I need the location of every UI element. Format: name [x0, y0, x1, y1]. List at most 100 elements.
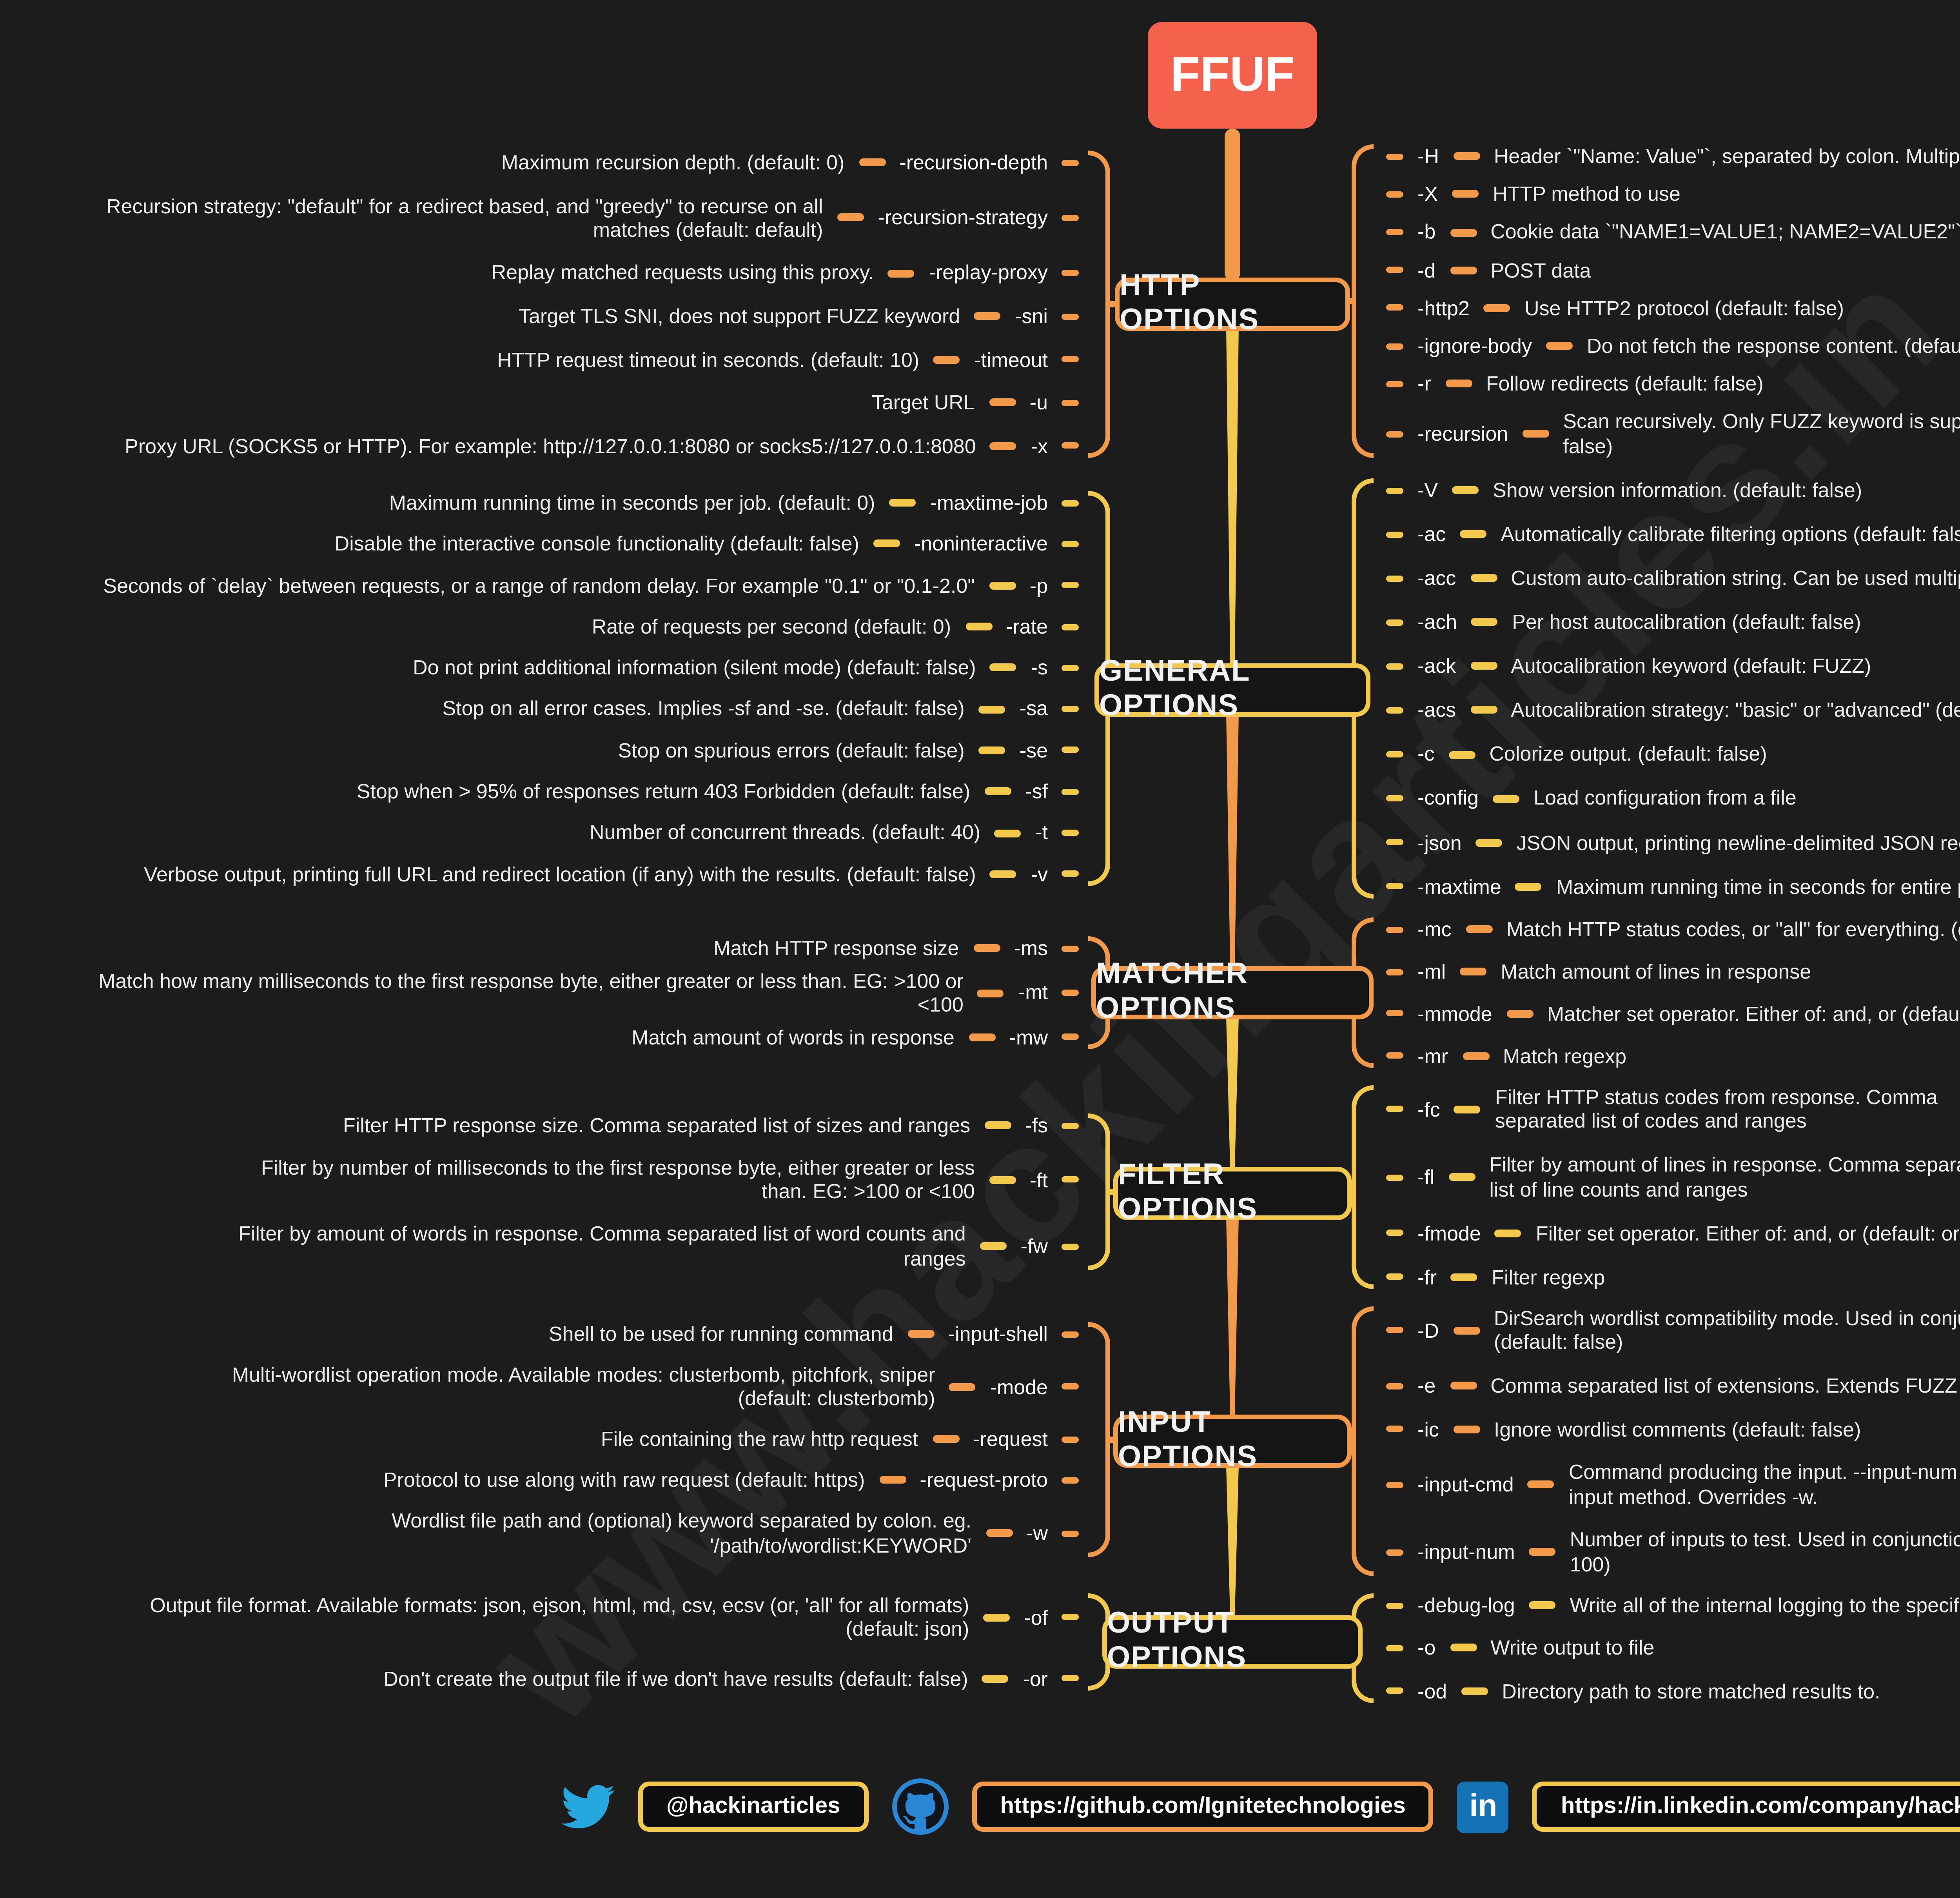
- connector-dash: [985, 1529, 1013, 1537]
- option-flag: -ic: [1417, 1417, 1439, 1441]
- connector-dash: [1460, 968, 1487, 976]
- connector-dash: [1506, 1010, 1533, 1018]
- option-row-replay-proxy: Replay matched requests using this proxy…: [492, 261, 1079, 285]
- connector-dash: [990, 870, 1017, 878]
- option-flag: -input-num: [1417, 1540, 1515, 1564]
- bracket-elbow: [1062, 582, 1079, 588]
- option-description: Autocalibration keyword (default: FUZZ): [1511, 654, 1871, 678]
- bracket-elbow: [1062, 1243, 1079, 1250]
- bracket-elbow: [1062, 1614, 1079, 1621]
- bracket-elbow: [1386, 1230, 1403, 1237]
- option-row-maxtime: -maxtime Maximum running time in seconds …: [1386, 874, 1960, 898]
- option-flag: -ml: [1417, 959, 1446, 983]
- bracket-elbow: [1062, 1477, 1079, 1484]
- option-row-w: Wordlist file path and (optional) keywor…: [234, 1509, 1079, 1557]
- option-description: Autocalibration strategy: "basic" or "ad…: [1511, 698, 1960, 722]
- option-flag: -w: [1026, 1521, 1048, 1545]
- linkedin-url-box[interactable]: https://in.linkedin.com/company/hackinga…: [1532, 1782, 1960, 1832]
- option-flag: -sni: [1015, 304, 1048, 328]
- option-description: Filter HTTP response size. Comma separat…: [343, 1113, 971, 1137]
- option-row-acc: -acc Custom auto-calibration string. Can …: [1386, 567, 1960, 590]
- bracket-elbow: [1062, 990, 1079, 996]
- option-row-recursion-strategy: Recursion strategy: "default" for a redi…: [76, 194, 1079, 242]
- linkedin-icon[interactable]: in: [1457, 1781, 1509, 1833]
- connector-dash: [1470, 662, 1497, 670]
- option-flag: -ignore-body: [1417, 334, 1532, 358]
- twitter-handle-box[interactable]: @hackinarticles: [638, 1782, 869, 1832]
- option-flag: -recursion-depth: [899, 151, 1048, 174]
- option-flag: -request: [973, 1428, 1048, 1451]
- connector-dash: [1450, 228, 1477, 236]
- bracket-elbow: [1062, 1122, 1079, 1129]
- option-row-ack: -ack Autocalibration keyword (default: FU…: [1386, 654, 1871, 678]
- section-box-input: INPUT OPTIONS: [1113, 1407, 1352, 1474]
- connector-dash: [989, 1176, 1016, 1184]
- option-row-or: Don't create the output file if we don't…: [383, 1667, 1079, 1691]
- connector-dash: [990, 664, 1017, 672]
- option-list-left-general: Maximum running time in seconds per job.…: [76, 491, 1079, 886]
- bracket-elbow: [1062, 871, 1079, 877]
- connector-dash: [1453, 1326, 1480, 1335]
- connector-dash: [1453, 1425, 1480, 1433]
- github-url-box[interactable]: https://github.com/Ignitetechnologies: [972, 1782, 1434, 1832]
- option-row-rate: Rate of requests per second (default: 0)…: [592, 615, 1079, 639]
- connector-dash: [978, 705, 1005, 713]
- connector-dash: [980, 1242, 1007, 1250]
- option-flag: -od: [1417, 1679, 1447, 1703]
- section-box-filter: FILTER OPTIONS: [1113, 1159, 1352, 1226]
- bracket-elbow: [1386, 531, 1403, 538]
- option-row-e: -e Comma separated list of extensions. Ex…: [1386, 1374, 1960, 1398]
- bracket-elbow: [1386, 663, 1403, 670]
- bracket-elbow: [1062, 1177, 1079, 1183]
- section-box-output: OUTPUT OPTIONS: [1102, 1607, 1363, 1675]
- option-row-d: -d POST data: [1386, 258, 1591, 282]
- option-row-fl: -fl Filter by amount of lines in response…: [1386, 1153, 1960, 1201]
- trunk-segment-5: [1226, 1468, 1239, 1618]
- option-list-right-matcher: -mc Match HTTP status codes, or "all" for…: [1386, 917, 1960, 1068]
- option-flag: -sf: [1025, 779, 1048, 803]
- connector-dash: [1451, 1273, 1478, 1281]
- option-row-s: Do not print additional information (sil…: [413, 656, 1079, 680]
- option-description: Wordlist file path and (optional) keywor…: [392, 1509, 972, 1557]
- connector-dash: [1450, 266, 1477, 274]
- bracket-elbow: [1386, 1602, 1403, 1609]
- option-description: Match HTTP status codes, or "all" for ev…: [1506, 917, 1960, 941]
- connector-dash: [1528, 1480, 1555, 1489]
- connector-dash: [1522, 430, 1549, 438]
- connector-dash: [837, 214, 864, 222]
- option-description: Maximum recursion depth. (default: 0): [501, 151, 845, 174]
- bracket-elbow: [1386, 229, 1403, 236]
- option-row-input-cmd: -input-cmd Command producing the input. -…: [1386, 1460, 1960, 1509]
- option-row-recursion-depth: Maximum recursion depth. (default: 0) -re…: [501, 151, 1079, 174]
- connector-dash: [1495, 1229, 1522, 1237]
- option-flag: -http2: [1417, 296, 1470, 320]
- option-flag: -fc: [1417, 1097, 1440, 1121]
- option-description: Ignore wordlist comments (default: false…: [1494, 1417, 1861, 1441]
- option-flag: -debug-log: [1417, 1593, 1515, 1617]
- connector-dash: [888, 269, 915, 277]
- option-flag: -fr: [1417, 1265, 1437, 1289]
- option-row-ac: -ac Automatically calibrate filtering opt…: [1386, 522, 1960, 546]
- bracket-elbow: [1062, 356, 1079, 363]
- connector-dash: [984, 787, 1011, 796]
- option-description: Scan recursively. Only FUZZ keyword is s…: [1563, 410, 1960, 458]
- option-description: File containing the raw http request: [601, 1428, 918, 1451]
- option-description: Automatically calibrate filtering option…: [1501, 522, 1960, 546]
- connector-dash: [1470, 706, 1497, 714]
- option-flag: -request-proto: [920, 1468, 1048, 1492]
- option-description: Match regexp: [1503, 1044, 1627, 1068]
- connector-dash: [990, 442, 1017, 450]
- option-flag: -sa: [1019, 697, 1048, 721]
- bracket-elbow: [1386, 267, 1403, 273]
- option-row-ic: -ic Ignore wordlist comments (default: fa…: [1386, 1417, 1861, 1441]
- connector-dash: [965, 623, 992, 631]
- option-row-request: File containing the raw http request -req…: [601, 1428, 1079, 1451]
- option-flag: -input-cmd: [1417, 1473, 1514, 1496]
- github-icon[interactable]: [892, 1778, 949, 1835]
- option-description: Match how many milliseconds to the first…: [98, 968, 964, 1016]
- option-flag: -of: [1024, 1605, 1048, 1629]
- option-row-H: -H Header `"Name: Value"`, separated by c…: [1386, 144, 1960, 168]
- connector-dash: [989, 398, 1016, 407]
- option-description: Replay matched requests using this proxy…: [491, 261, 874, 285]
- twitter-icon[interactable]: [561, 1780, 615, 1833]
